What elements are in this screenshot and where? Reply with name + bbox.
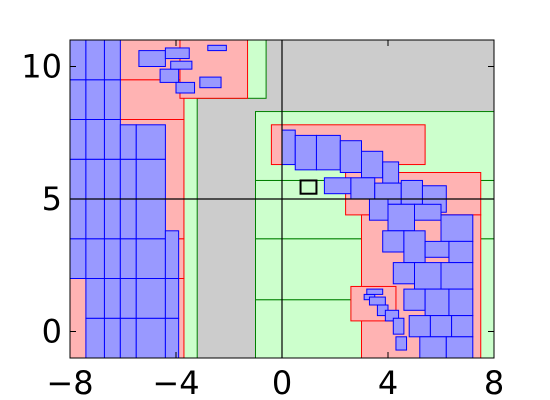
x-tick-label: −8 xyxy=(46,364,93,400)
cell xyxy=(103,158,121,200)
x-tick-label: 8 xyxy=(484,364,504,400)
cell xyxy=(85,119,105,160)
cell xyxy=(395,336,408,351)
cell xyxy=(323,177,352,195)
cell xyxy=(175,81,196,94)
cell xyxy=(85,79,105,120)
cell xyxy=(403,230,426,264)
cell xyxy=(281,129,296,166)
cell xyxy=(85,278,105,319)
cell xyxy=(164,278,180,319)
cell xyxy=(419,336,447,358)
x-tick-label: 0 xyxy=(272,364,292,400)
cell xyxy=(135,317,166,358)
cell xyxy=(315,134,341,171)
cell xyxy=(429,315,453,338)
cell xyxy=(392,317,405,335)
cell xyxy=(408,315,431,338)
cell xyxy=(382,230,405,253)
cell xyxy=(339,140,362,173)
cell xyxy=(159,68,180,83)
cell xyxy=(70,158,87,200)
cell xyxy=(164,47,190,60)
cell xyxy=(445,336,474,358)
cell xyxy=(451,315,474,338)
cell xyxy=(440,214,474,242)
cell xyxy=(119,317,137,358)
cell xyxy=(382,161,400,184)
cell xyxy=(85,40,105,81)
cell xyxy=(119,278,137,319)
cell xyxy=(294,134,317,171)
cell xyxy=(384,309,400,322)
cell xyxy=(164,230,180,280)
cell xyxy=(448,288,474,317)
cell xyxy=(368,296,386,306)
cell xyxy=(299,179,318,195)
cell xyxy=(414,262,442,290)
cell xyxy=(350,177,376,200)
cell xyxy=(70,40,87,81)
cell xyxy=(103,278,121,319)
cell xyxy=(85,158,105,200)
cell xyxy=(387,203,415,232)
cell xyxy=(392,262,415,285)
cell xyxy=(119,238,137,279)
cell xyxy=(119,158,137,200)
cell xyxy=(135,124,166,160)
cell xyxy=(448,240,474,264)
cell xyxy=(199,76,222,89)
cell xyxy=(103,40,121,81)
cell xyxy=(103,119,121,160)
cell xyxy=(368,198,389,221)
cell xyxy=(414,203,442,221)
plot xyxy=(70,40,494,358)
cell xyxy=(70,198,87,240)
cell xyxy=(85,238,105,279)
y-tick-label: 0 xyxy=(42,313,62,351)
cell xyxy=(70,79,87,120)
cell xyxy=(403,288,426,311)
cell xyxy=(440,262,474,290)
cell xyxy=(85,317,105,358)
cell xyxy=(400,179,423,205)
cell xyxy=(207,44,227,52)
cell xyxy=(361,150,384,179)
cell xyxy=(424,288,450,317)
cell xyxy=(164,317,180,358)
cell xyxy=(135,158,166,200)
x-tick-label: 4 xyxy=(378,364,398,400)
cell xyxy=(135,238,166,279)
cell xyxy=(70,238,87,279)
y-tick-label: 5 xyxy=(42,180,62,218)
cell xyxy=(135,278,166,319)
cell xyxy=(119,124,137,160)
cell xyxy=(135,198,166,240)
cell xyxy=(85,198,105,240)
cell xyxy=(366,288,384,295)
cell xyxy=(70,119,87,160)
cell xyxy=(103,317,121,358)
cell xyxy=(424,240,450,258)
y-tick-label: 10 xyxy=(21,48,62,86)
cell xyxy=(103,79,121,120)
cell xyxy=(103,238,121,279)
cell xyxy=(170,60,193,70)
cell xyxy=(119,198,137,240)
x-tick-label: −4 xyxy=(152,364,199,400)
cell xyxy=(138,50,166,67)
cell xyxy=(103,198,121,240)
